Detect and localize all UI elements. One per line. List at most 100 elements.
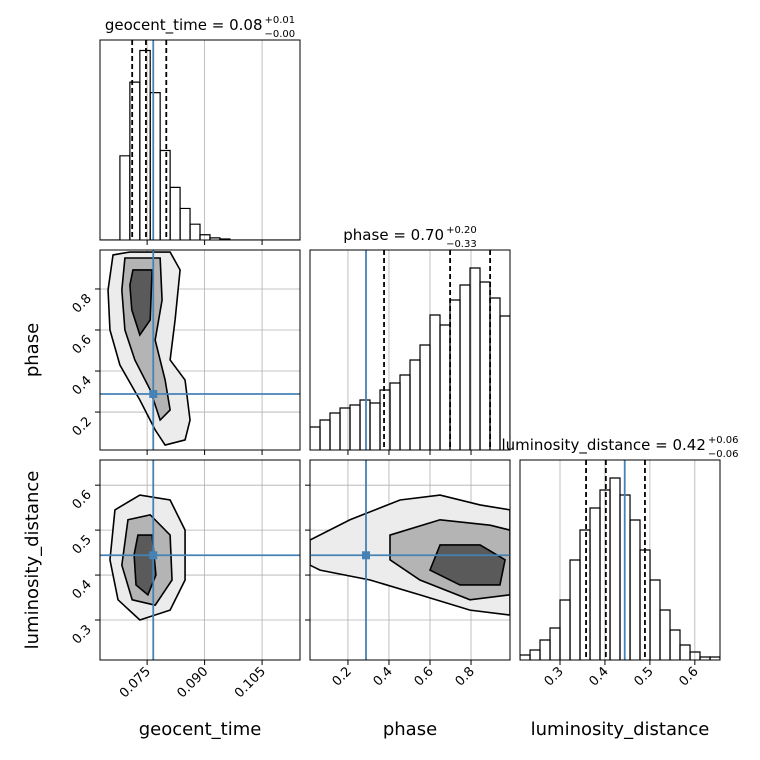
contour-level — [129, 269, 153, 337]
title-minus: −0.00 — [265, 29, 296, 40]
y-tick-label: 0.6 — [70, 487, 95, 512]
hist-bin — [389, 382, 401, 450]
hist-bin — [569, 559, 581, 660]
plot-area — [310, 460, 510, 660]
hist-bin — [539, 639, 551, 660]
y-axis-label: luminosity_distance — [22, 471, 43, 650]
hist-bin — [520, 654, 531, 660]
hist-bin — [349, 404, 361, 450]
panel-frame — [99, 249, 301, 451]
x-tick-label: 0.3 — [542, 664, 567, 689]
hist-bin — [399, 374, 411, 450]
plot-area — [100, 40, 300, 240]
x-tick-label: 0.8 — [453, 664, 478, 689]
hist-bin — [449, 299, 461, 450]
hist-bin — [169, 186, 181, 240]
panel — [520, 460, 720, 660]
panel-frame — [99, 459, 301, 661]
hist-bin — [499, 315, 510, 450]
y-tick-label: 0.2 — [70, 414, 95, 439]
hist-bin — [529, 649, 541, 660]
hist-bin — [709, 656, 720, 660]
title-plus: +0.01 — [265, 15, 296, 26]
x-tick-label: 0.090 — [175, 664, 212, 701]
hist-bin — [369, 402, 381, 450]
title-plus: +0.20 — [446, 225, 477, 236]
hist-bin — [629, 519, 641, 660]
y-tick-label: 0.5 — [70, 532, 95, 557]
panel — [100, 250, 300, 450]
hist-bin — [439, 324, 451, 450]
x-tick-label: 0.075 — [117, 664, 154, 701]
hist-bin — [659, 609, 671, 660]
hist-bin — [409, 359, 421, 450]
panel — [310, 460, 510, 660]
hist-bin — [559, 599, 571, 660]
x-axis-label: phase — [383, 719, 437, 740]
hist-bin — [379, 389, 391, 450]
panel — [100, 40, 300, 240]
title-minus: −0.06 — [708, 449, 739, 460]
hist-bin — [489, 297, 501, 450]
hist-bin — [359, 399, 371, 450]
x-tick-label: 0.4 — [587, 664, 612, 689]
hist-bin — [189, 223, 201, 240]
panel-frame — [309, 459, 511, 661]
panel-title: geocent_time = 0.08 — [105, 16, 263, 35]
x-tick-label: 0.2 — [330, 664, 355, 689]
title-minus: −0.33 — [446, 239, 477, 250]
y-tick-label: 0.3 — [70, 622, 95, 647]
panel-frame — [309, 249, 511, 451]
hist-bin — [419, 344, 431, 450]
hist-bin — [679, 644, 691, 660]
panel-frame — [519, 459, 721, 661]
x-tick-label: 0.5 — [631, 664, 656, 689]
y-tick-label: 0.4 — [70, 577, 95, 602]
plot-area — [100, 460, 300, 660]
hist-bin — [119, 155, 131, 240]
hist-bin — [549, 627, 561, 660]
hist-bin — [579, 529, 591, 660]
truth-marker — [149, 551, 158, 560]
panel — [100, 460, 300, 660]
hist-bin — [649, 579, 661, 660]
title-plus: +0.06 — [708, 435, 739, 446]
y-tick-label: 0.8 — [70, 291, 95, 316]
x-tick-label: 0.6 — [676, 664, 701, 689]
x-tick-label: 0.4 — [371, 664, 396, 689]
x-tick-label: 0.105 — [232, 664, 269, 701]
hist-bin — [159, 149, 171, 240]
hist-bin — [689, 651, 701, 660]
y-axis-label: phase — [22, 323, 43, 377]
hist-bin — [179, 207, 191, 240]
panel-frame — [99, 39, 301, 241]
hist-bin — [329, 412, 341, 450]
truth-marker — [362, 551, 370, 560]
hist-bin — [669, 629, 681, 660]
x-tick-label: 0.6 — [412, 664, 437, 689]
x-axis-label: geocent_time — [139, 719, 262, 740]
hist-bin — [339, 407, 351, 450]
hist-bin — [310, 426, 321, 450]
x-axis-label: luminosity_distance — [531, 719, 710, 740]
hist-bin — [459, 284, 471, 450]
plot-area — [520, 460, 720, 660]
y-tick-label: 0.4 — [70, 373, 95, 398]
plot-area — [100, 250, 300, 450]
hist-bin — [139, 49, 151, 240]
hist-bin — [429, 314, 441, 450]
panel-title: luminosity_distance = 0.42 — [501, 436, 705, 455]
hist-bin — [469, 267, 481, 450]
hist-bin — [589, 507, 601, 660]
truth-marker — [149, 390, 158, 398]
hist-bin — [219, 238, 231, 240]
hist-bin — [609, 477, 621, 660]
hist-bin — [479, 281, 491, 450]
hist-bin — [149, 92, 161, 240]
y-tick-label: 0.6 — [70, 332, 95, 357]
panel-title: phase = 0.70 — [343, 226, 444, 244]
plot-area — [310, 250, 510, 450]
panel — [310, 250, 510, 450]
hist-bin — [319, 419, 331, 450]
